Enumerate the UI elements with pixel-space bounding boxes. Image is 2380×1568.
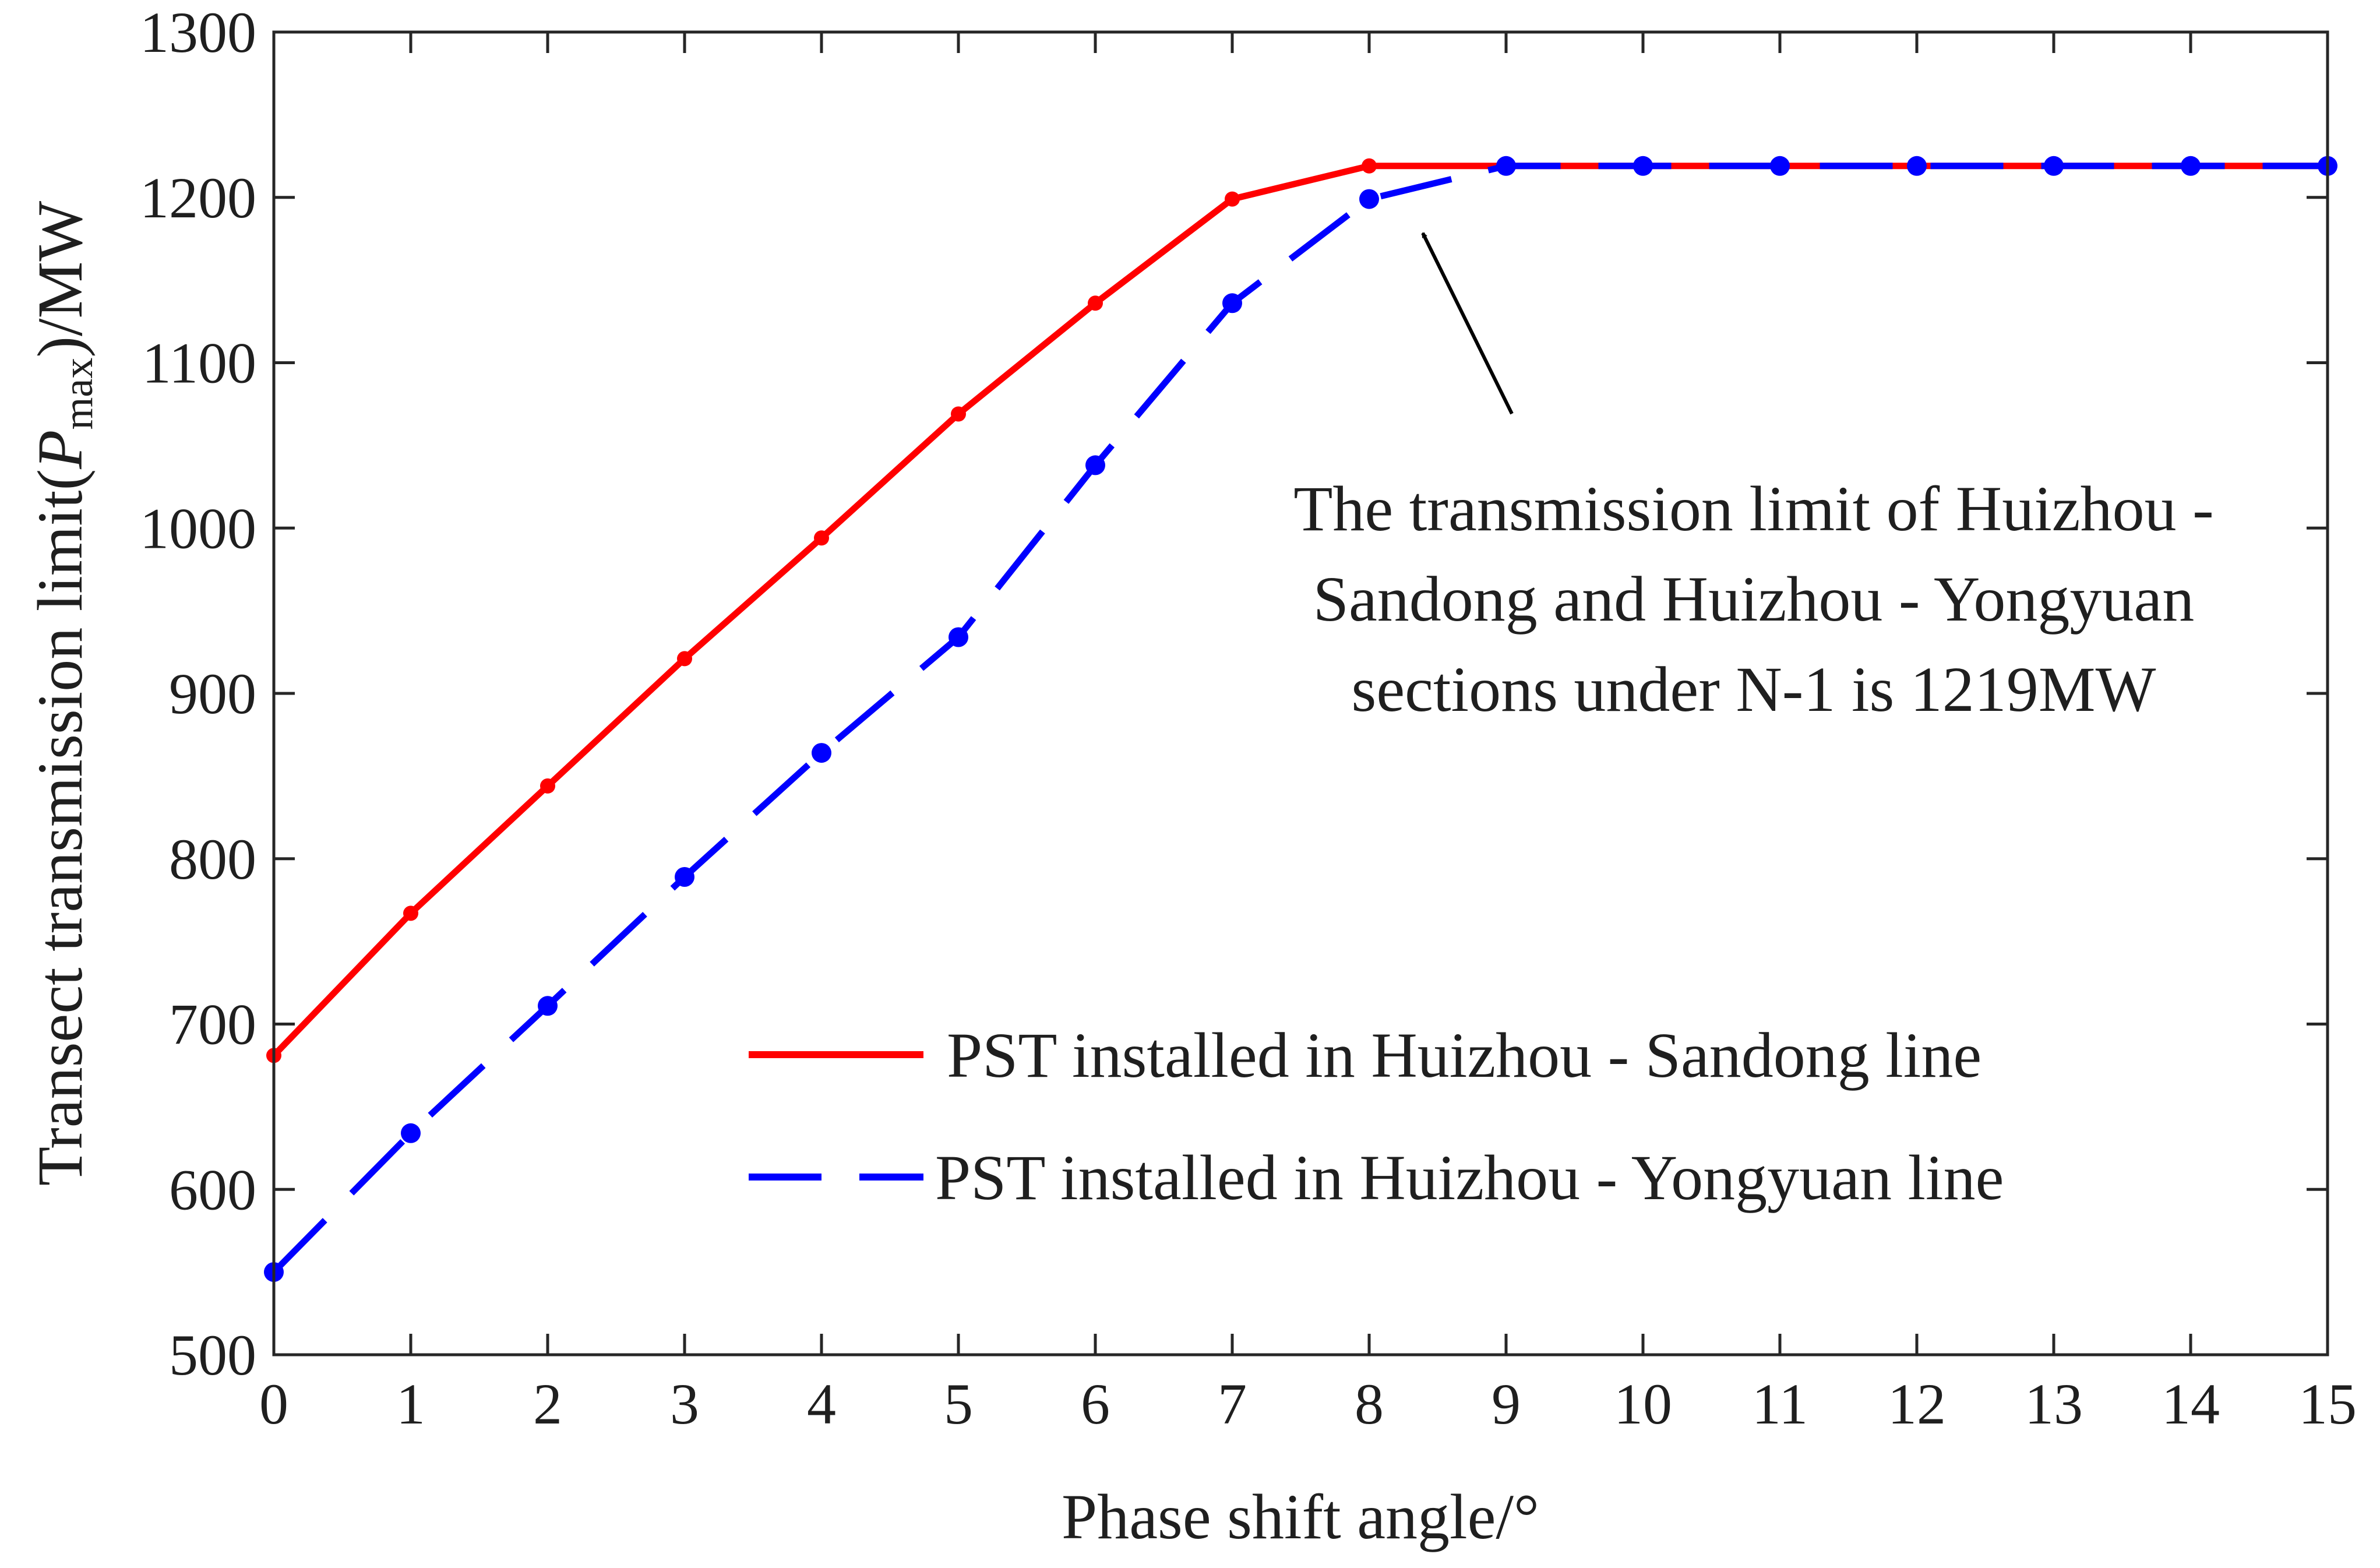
data-point xyxy=(951,406,966,422)
series-1 xyxy=(264,156,2337,1282)
x-tick-label: 15 xyxy=(2298,1372,2357,1436)
data-point xyxy=(1088,295,1103,311)
data-point xyxy=(949,627,968,647)
data-point xyxy=(675,867,694,887)
series-line xyxy=(272,163,2328,1274)
data-point xyxy=(1225,191,1240,207)
y-axis-title-prefix: Transect transmission limit( xyxy=(24,469,96,1186)
data-point xyxy=(1222,293,1242,313)
y-tick-label: 1300 xyxy=(140,0,256,65)
plot-frame xyxy=(272,30,2329,1356)
x-tick-label: 6 xyxy=(1081,1372,1110,1436)
series-layer xyxy=(264,156,2337,1282)
annotation-line-2: Sandong and Huizhou - Yongyuan xyxy=(1313,563,2194,635)
data-point xyxy=(1770,156,1790,176)
x-tick-label: 12 xyxy=(1888,1372,1946,1436)
data-point xyxy=(1362,158,1377,174)
ticks xyxy=(272,30,2329,1356)
x-tick-label: 10 xyxy=(1614,1372,1672,1436)
x-tick-label: 5 xyxy=(944,1372,973,1436)
x-tick-label: 13 xyxy=(2025,1372,2083,1436)
legend: PST installed in Huizhou - Sandong line … xyxy=(749,1020,2004,1213)
y-tick-label: 600 xyxy=(169,1157,256,1222)
data-point xyxy=(1359,189,1379,209)
data-point xyxy=(814,530,829,546)
legend-label-sandong: PST installed in Huizhou - Sandong line xyxy=(947,1020,1981,1091)
y-tick-label: 700 xyxy=(169,992,256,1057)
data-point xyxy=(1085,455,1105,475)
x-tick-label: 4 xyxy=(807,1372,836,1436)
y-axis-title-symbol: P xyxy=(24,430,96,470)
tick-labels: 0 1 2 3 4 5 6 7 8 9 10 11 12 13 14 15500600700800900100… xyxy=(140,0,2357,1436)
data-point xyxy=(1907,156,1927,176)
x-tick-label: 8 xyxy=(1355,1372,1384,1436)
annotation-arrow xyxy=(1421,233,1514,415)
x-tick-label: 2 xyxy=(533,1372,562,1436)
data-point xyxy=(401,1123,421,1143)
x-tick-label: 1 xyxy=(396,1372,425,1436)
x-tick-label: 11 xyxy=(1752,1372,1808,1436)
data-point xyxy=(403,905,418,921)
data-point xyxy=(538,996,558,1016)
y-tick-label: 800 xyxy=(169,827,256,892)
y-tick-label: 900 xyxy=(169,661,256,726)
x-tick-label: 7 xyxy=(1218,1372,1247,1436)
x-tick-label: 3 xyxy=(670,1372,699,1436)
data-point xyxy=(2181,156,2201,176)
data-point xyxy=(677,651,692,667)
y-axis-title-suffix: )/MW xyxy=(24,201,96,358)
x-tick-label: 9 xyxy=(1492,1372,1521,1436)
y-tick-label: 1200 xyxy=(140,165,256,230)
data-point xyxy=(1633,156,1653,176)
annotation: The transmission limit of Huizhou - Sand… xyxy=(1293,233,2214,725)
annotation-line-1: The transmission limit of Huizhou - xyxy=(1293,473,2214,544)
x-axis-title: Phase shift angle/° xyxy=(1062,1481,1539,1552)
x-tick-label: 14 xyxy=(2162,1372,2220,1436)
annotation-line-3: sections under N-1 is 1219MW xyxy=(1352,654,2156,725)
legend-label-yongyuan: PST installed in Huizhou - Yongyuan line xyxy=(935,1142,2004,1213)
y-tick-label: 1000 xyxy=(140,496,256,561)
x-tick-label: 0 xyxy=(259,1372,288,1436)
y-axis-title-subscript: max xyxy=(55,358,101,430)
y-tick-label: 500 xyxy=(169,1323,256,1387)
data-point xyxy=(540,778,555,794)
data-point xyxy=(812,743,831,763)
data-point xyxy=(2044,156,2064,176)
y-tick-label: 1100 xyxy=(142,331,256,396)
y-axis-title: Transect transmission limit(Pmax)/MW xyxy=(24,201,101,1186)
data-point xyxy=(1496,156,1516,176)
